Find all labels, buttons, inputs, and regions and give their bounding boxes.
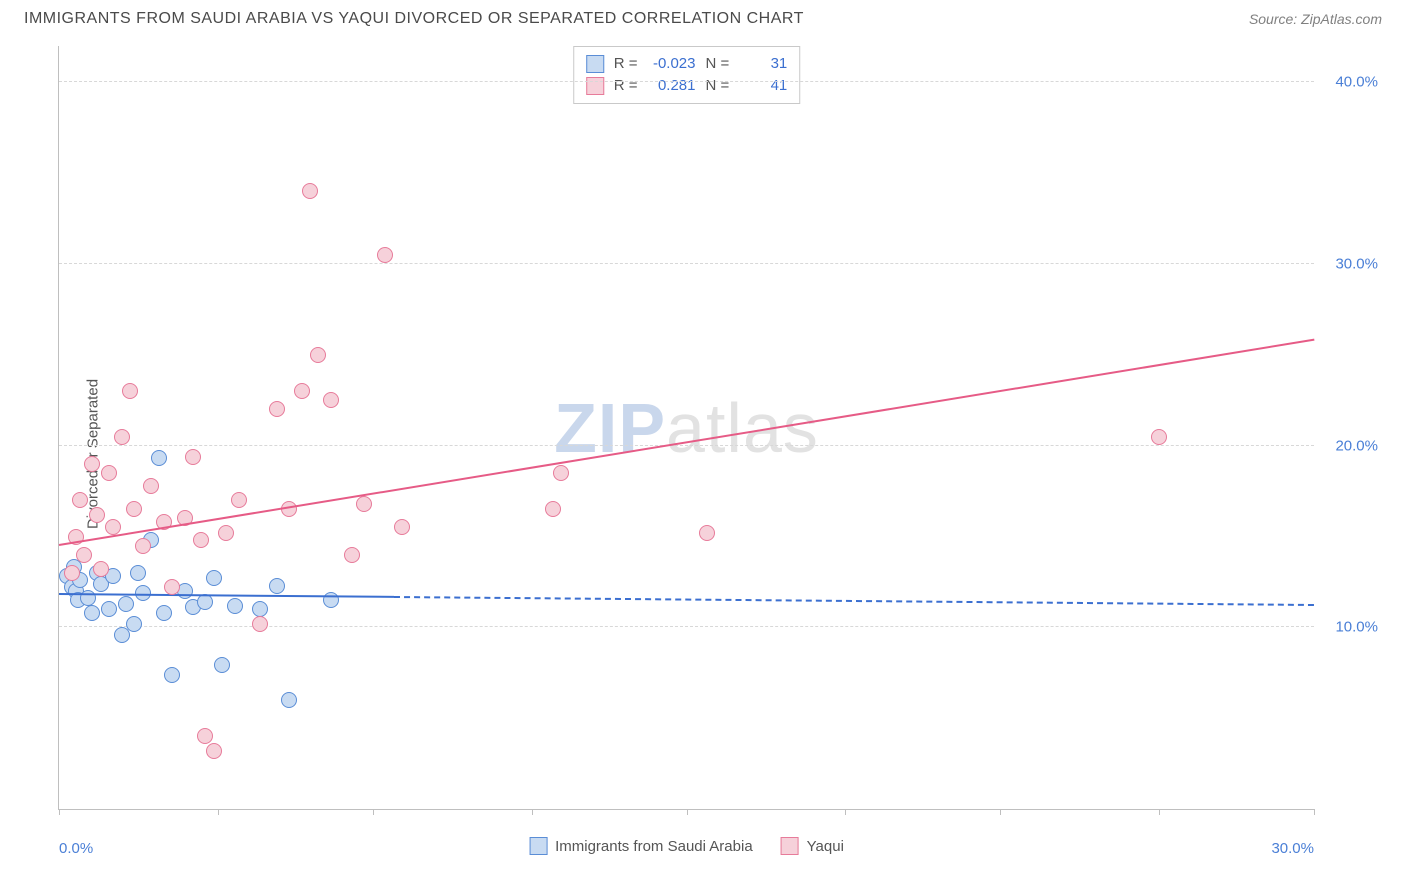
r-value-yaqui: 0.281 (648, 75, 696, 97)
x-tick (1159, 809, 1160, 815)
swatch-saudi (529, 837, 547, 855)
data-point (193, 532, 209, 548)
source-prefix: Source: (1249, 11, 1301, 27)
data-point (130, 565, 146, 581)
data-point (89, 507, 105, 523)
y-tick-label: 20.0% (1335, 437, 1378, 454)
x-tick (687, 809, 688, 815)
chart-title: IMMIGRANTS FROM SAUDI ARABIA VS YAQUI DI… (24, 10, 804, 28)
data-point (269, 578, 285, 594)
x-tick (1000, 809, 1001, 815)
chart-area: Divorced or Separated ZIPatlas R = -0.02… (46, 46, 1386, 862)
data-point (101, 465, 117, 481)
data-point (252, 616, 268, 632)
gridline (59, 626, 1314, 627)
legend-item-yaqui: Yaqui (781, 837, 844, 855)
swatch-yaqui (586, 77, 604, 95)
x-tick (1314, 809, 1315, 815)
data-point (76, 547, 92, 563)
data-point (143, 478, 159, 494)
gridline (59, 81, 1314, 82)
n-value-saudi: 31 (739, 53, 787, 75)
data-point (227, 598, 243, 614)
data-point (164, 667, 180, 683)
r-label: R = (614, 75, 638, 97)
data-point (64, 565, 80, 581)
data-point (122, 383, 138, 399)
data-point (269, 401, 285, 417)
data-point (197, 728, 213, 744)
data-point (281, 692, 297, 708)
gridline (59, 445, 1314, 446)
data-point (135, 538, 151, 554)
data-point (206, 570, 222, 586)
x-tick (59, 809, 60, 815)
stats-row-saudi: R = -0.023 N = 31 (586, 53, 788, 75)
legend: Immigrants from Saudi Arabia Yaqui (529, 837, 844, 855)
data-point (164, 579, 180, 595)
data-point (553, 465, 569, 481)
data-point (310, 347, 326, 363)
data-point (156, 605, 172, 621)
correlation-stats-box: R = -0.023 N = 31 R = 0.281 N = 41 (573, 46, 801, 104)
swatch-saudi (586, 55, 604, 73)
data-point (72, 492, 88, 508)
data-point (126, 501, 142, 517)
data-point (206, 743, 222, 759)
gridline (59, 263, 1314, 264)
source-name: ZipAtlas.com (1301, 11, 1382, 27)
trend-line (59, 338, 1314, 545)
trend-line (394, 596, 1314, 606)
data-point (356, 496, 372, 512)
data-point (118, 596, 134, 612)
y-tick-label: 30.0% (1335, 256, 1378, 273)
swatch-yaqui (781, 837, 799, 855)
data-point (218, 525, 234, 541)
data-point (294, 383, 310, 399)
n-value-yaqui: 41 (739, 75, 787, 97)
n-label: N = (706, 53, 730, 75)
data-point (344, 547, 360, 563)
r-value-saudi: -0.023 (648, 53, 696, 75)
data-point (302, 183, 318, 199)
data-point (126, 616, 142, 632)
data-point (323, 392, 339, 408)
data-point (101, 601, 117, 617)
data-point (394, 519, 410, 535)
source-attribution: Source: ZipAtlas.com (1249, 11, 1382, 27)
trend-line (59, 593, 394, 598)
legend-item-saudi: Immigrants from Saudi Arabia (529, 837, 753, 855)
data-point (93, 561, 109, 577)
data-point (151, 450, 167, 466)
data-point (1151, 429, 1167, 445)
x-tick (373, 809, 374, 815)
x-tick (532, 809, 533, 815)
y-tick-label: 40.0% (1335, 74, 1378, 91)
data-point (214, 657, 230, 673)
data-point (84, 605, 100, 621)
data-point (377, 247, 393, 263)
data-point (545, 501, 561, 517)
header: IMMIGRANTS FROM SAUDI ARABIA VS YAQUI DI… (0, 0, 1406, 36)
x-tick-label: 30.0% (1271, 840, 1314, 857)
data-point (114, 429, 130, 445)
watermark-rest: atlas (666, 389, 819, 467)
stats-row-yaqui: R = 0.281 N = 41 (586, 75, 788, 97)
x-tick (845, 809, 846, 815)
legend-label-saudi: Immigrants from Saudi Arabia (555, 838, 753, 855)
x-tick (218, 809, 219, 815)
n-label: N = (706, 75, 730, 97)
y-tick-label: 10.0% (1335, 619, 1378, 636)
x-tick-label: 0.0% (59, 840, 93, 857)
legend-label-yaqui: Yaqui (807, 838, 844, 855)
plot-region: ZIPatlas R = -0.023 N = 31 R = 0.281 N =… (58, 46, 1314, 810)
r-label: R = (614, 53, 638, 75)
data-point (699, 525, 715, 541)
data-point (84, 456, 100, 472)
data-point (231, 492, 247, 508)
data-point (185, 449, 201, 465)
